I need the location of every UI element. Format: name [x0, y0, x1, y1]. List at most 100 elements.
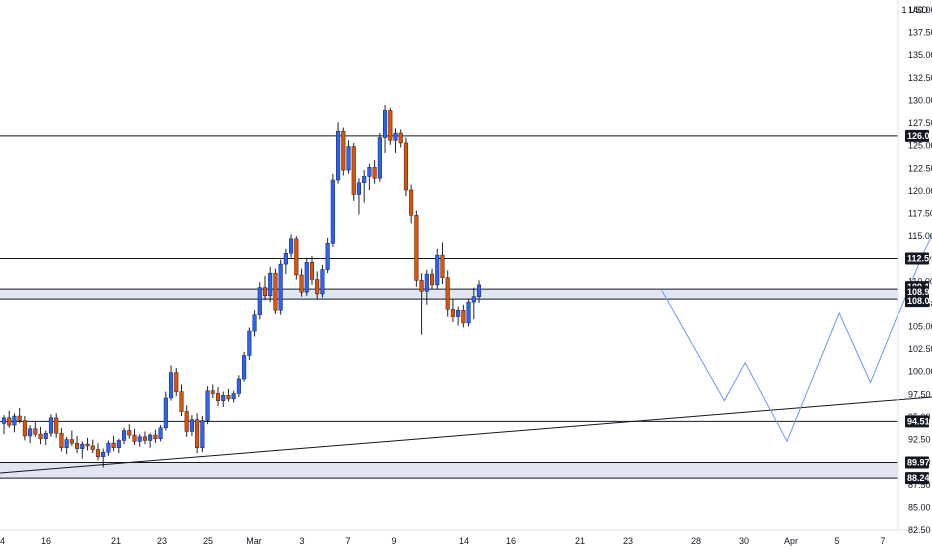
candle-down: [419, 280, 424, 292]
trendline: [0, 396, 932, 474]
candle-down: [445, 277, 450, 310]
candle-up: [278, 263, 283, 311]
price-tick-label: 130.00: [908, 95, 932, 105]
badge-bg: [905, 286, 929, 299]
candle-up: [377, 137, 382, 179]
candle-up: [236, 378, 241, 394]
candle-down: [341, 130, 346, 171]
level-lines: [0, 135, 898, 422]
candle-down: [22, 420, 27, 437]
time-tick-label: 14: [0, 536, 5, 546]
candle-down: [38, 433, 43, 439]
badge-label: 126.08: [907, 131, 932, 141]
zone-layer: [0, 288, 898, 479]
candle-up: [137, 436, 142, 442]
candle-up: [367, 167, 372, 177]
candle-up: [48, 417, 54, 434]
candle-up: [252, 314, 257, 332]
badge-label: 112.52: [907, 254, 932, 264]
candle-up: [200, 420, 205, 448]
price-tick-label: 102.50: [908, 344, 932, 354]
candle-up: [64, 439, 69, 448]
candle-down: [195, 419, 200, 448]
price-tick-label: 140.00: [908, 5, 932, 15]
candle-down: [414, 215, 419, 281]
price-tick-label: 125.00: [908, 141, 932, 151]
candle-up: [330, 179, 335, 244]
candle-up: [362, 176, 367, 183]
price-badges: 126.08112.5294.51109.14108.92108.0389.97…: [905, 129, 932, 485]
candle-down: [215, 393, 221, 401]
badge-label: 94.51: [907, 416, 930, 426]
time-tick-label: 23: [623, 536, 633, 546]
candle-up: [476, 284, 482, 297]
candle-up: [325, 243, 330, 270]
time-axis[interactable]: 14 16 21 23 25 Mar 3 7 9 14 16 21 23 28 30 Apr 5 7: [0, 536, 886, 546]
price-tick-label: 122.50: [908, 163, 932, 173]
badge-bg: [905, 252, 929, 265]
price-badge: 88.24: [905, 472, 930, 485]
badge-bg: [905, 129, 929, 142]
time-tick-label: 25: [203, 536, 213, 546]
candle-up: [320, 269, 325, 295]
candle-up: [435, 254, 440, 286]
candle-up: [101, 451, 106, 457]
price-tick-label: 135.00: [908, 50, 932, 60]
candle-up: [158, 427, 163, 439]
price-tick-label: 87.50: [908, 480, 931, 490]
time-tick-label: 21: [111, 536, 121, 546]
candle-down: [85, 443, 90, 447]
candle-up: [106, 442, 111, 453]
candle-down: [33, 428, 38, 435]
candle-down: [429, 273, 435, 286]
candle-up: [283, 253, 288, 265]
price-badge: 108.03: [905, 295, 932, 308]
time-tick-label: 3: [299, 536, 304, 546]
candle-down: [309, 262, 315, 280]
candle-up: [1, 417, 7, 424]
price-axis[interactable]: 82.5085.0087.5090.0092.5095.0097.50100.0…: [908, 5, 932, 535]
currency-label[interactable]: 1 USD: [901, 5, 928, 15]
projection-path: [661, 234, 932, 443]
price-badge: 112.52: [905, 252, 932, 265]
candle-down: [210, 390, 215, 394]
candle-up: [189, 419, 194, 432]
candle-down: [17, 415, 22, 421]
price-tick-label: 82.50: [908, 525, 931, 535]
time-tick-label: Mar: [246, 536, 262, 546]
time-tick-label: 7: [345, 536, 350, 546]
candle-up: [289, 238, 294, 254]
candle-down: [226, 395, 231, 400]
candle-down: [59, 432, 64, 448]
candle-up: [393, 132, 398, 141]
badge-label: 89.97: [907, 457, 930, 467]
price-tick-label: 120.00: [908, 186, 932, 196]
candle-up: [12, 415, 17, 426]
candle-down: [461, 309, 466, 324]
time-tick-label: 7: [880, 536, 885, 546]
badge-bg: [905, 472, 929, 485]
candle-down: [142, 436, 147, 441]
candle-down: [127, 430, 132, 436]
candle-up: [383, 110, 388, 138]
time-tick-label: 16: [506, 536, 516, 546]
candle-up: [163, 397, 168, 429]
price-tick-label: 127.50: [908, 118, 932, 128]
candle-down: [273, 272, 278, 311]
time-tick-label: 9: [391, 536, 396, 546]
candle-down: [69, 439, 74, 444]
candle-down: [388, 110, 393, 141]
candle-up: [116, 440, 121, 448]
badge-bg: [905, 415, 929, 428]
price-tick-label: 132.50: [908, 73, 932, 83]
candle-down: [372, 167, 377, 179]
badge-bg: [905, 295, 929, 308]
candle-down: [132, 434, 137, 442]
candle-down: [179, 391, 184, 412]
price-tick-label: 85.00: [908, 502, 931, 512]
candle-up: [122, 430, 127, 441]
drawing-overlays: [0, 234, 932, 474]
candle-up: [221, 395, 226, 401]
candle-up: [304, 262, 309, 293]
